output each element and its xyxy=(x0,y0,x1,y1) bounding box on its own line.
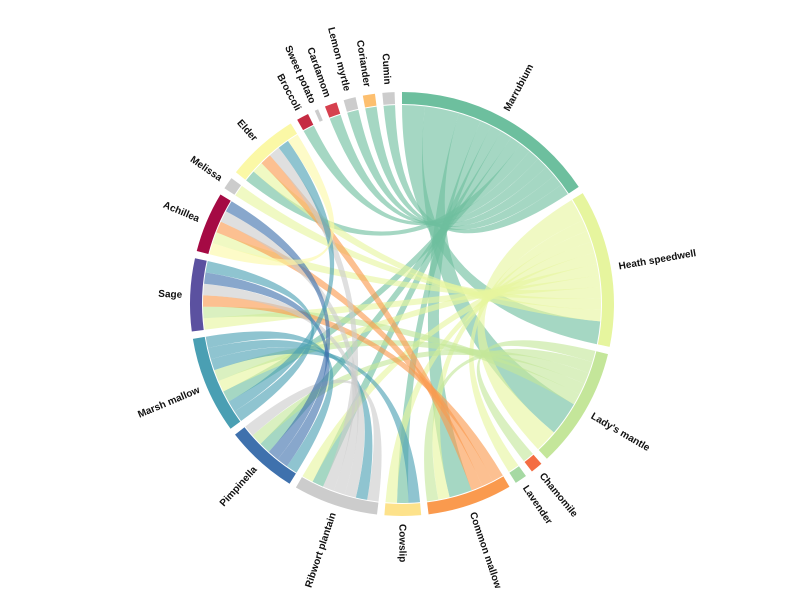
group-label-pimpinella: Pimpinella xyxy=(218,464,260,509)
group-arc-sweet-potato[interactable] xyxy=(314,109,323,122)
ribbon-lady-s-mantle-chamomile[interactable] xyxy=(476,340,596,462)
group-arc-heath-speedwell[interactable] xyxy=(572,193,614,347)
group-arc-cowslip[interactable] xyxy=(384,503,422,516)
ribbon-heath-speedwell-marsh-mallow[interactable] xyxy=(218,264,599,392)
ribbon-common-mallow-elder[interactable] xyxy=(261,155,483,491)
group-arc-coriander[interactable] xyxy=(362,93,377,108)
ribbon-ribwort-plantain-pimpinella[interactable] xyxy=(245,379,382,502)
ribbon-lady-s-mantle-marsh-mallow[interactable] xyxy=(214,340,585,395)
group-arcs-layer xyxy=(190,92,614,516)
group-label-lady-s-mantle: Lady's mantle xyxy=(589,411,652,454)
group-label-cowslip: Cowslip xyxy=(396,524,407,562)
group-arc-sage[interactable] xyxy=(190,258,207,332)
ribbon-ribwort-plantain-achillea[interactable] xyxy=(220,211,359,495)
group-label-achillea: Achillea xyxy=(161,200,201,225)
group-arc-melissa[interactable] xyxy=(224,178,242,195)
group-label-elder: Elder xyxy=(234,118,259,144)
group-arc-marsh-mallow[interactable] xyxy=(192,336,241,429)
group-arc-marrubium[interactable] xyxy=(402,92,579,194)
group-label-melissa: Melissa xyxy=(188,154,224,184)
group-label-sage: Sage xyxy=(158,289,183,301)
ribbon-marrubium-broccoli[interactable] xyxy=(303,125,539,226)
group-label-marrubium: Marrubium xyxy=(502,62,536,113)
ribbon-marsh-mallow-elder[interactable] xyxy=(228,140,335,412)
ribbon-cowslip-marsh-mallow[interactable] xyxy=(210,347,421,503)
group-label-cumin: Cumin xyxy=(379,53,392,85)
group-arc-achillea[interactable] xyxy=(196,194,231,254)
group-arc-elder[interactable] xyxy=(235,123,298,180)
group-arc-cardamom[interactable] xyxy=(324,102,341,118)
group-arc-pimpinella[interactable] xyxy=(235,427,296,484)
ribbon-pimpinella-achillea[interactable] xyxy=(225,201,331,460)
group-arc-chamomile[interactable] xyxy=(524,454,542,472)
ribbon-pimpinella-marsh-mallow[interactable] xyxy=(205,331,334,473)
group-arc-lady-s-mantle[interactable] xyxy=(538,351,608,459)
group-arc-ribwort-plantain[interactable] xyxy=(295,477,379,515)
ribbon-marsh-mallow-sage[interactable] xyxy=(205,261,314,422)
group-arc-broccoli[interactable] xyxy=(297,113,314,131)
group-arc-lavender[interactable] xyxy=(509,466,526,483)
ribbon-heath-speedwell-lavender[interactable] xyxy=(469,220,588,472)
group-arc-common-mallow[interactable] xyxy=(427,476,510,515)
ribbon-lady-s-mantle-common-mallow[interactable] xyxy=(424,348,593,502)
group-arc-lemon-myrtle[interactable] xyxy=(343,97,359,112)
group-label-coriander: Coriander xyxy=(354,39,372,87)
group-label-ribwort-plantain: Ribwort plantain xyxy=(304,511,339,589)
ribbon-heath-speedwell-lady-s-mantle[interactable] xyxy=(477,199,583,450)
group-label-heath-speedwell: Heath speedwell xyxy=(618,248,697,272)
group-label-lemon-myrtle: Lemon myrtle xyxy=(325,26,352,93)
group-arc-cumin[interactable] xyxy=(382,92,396,105)
ribbon-marrubium-lady-s-mantle[interactable] xyxy=(421,106,574,433)
group-label-marsh-mallow: Marsh mallow xyxy=(136,385,201,421)
group-label-common-mallow: Common mallow xyxy=(467,511,503,590)
ribbon-heath-speedwell-achillea[interactable] xyxy=(212,232,601,299)
ribbons-layer xyxy=(203,105,602,503)
ribbon-achillea-elder[interactable] xyxy=(209,134,335,266)
